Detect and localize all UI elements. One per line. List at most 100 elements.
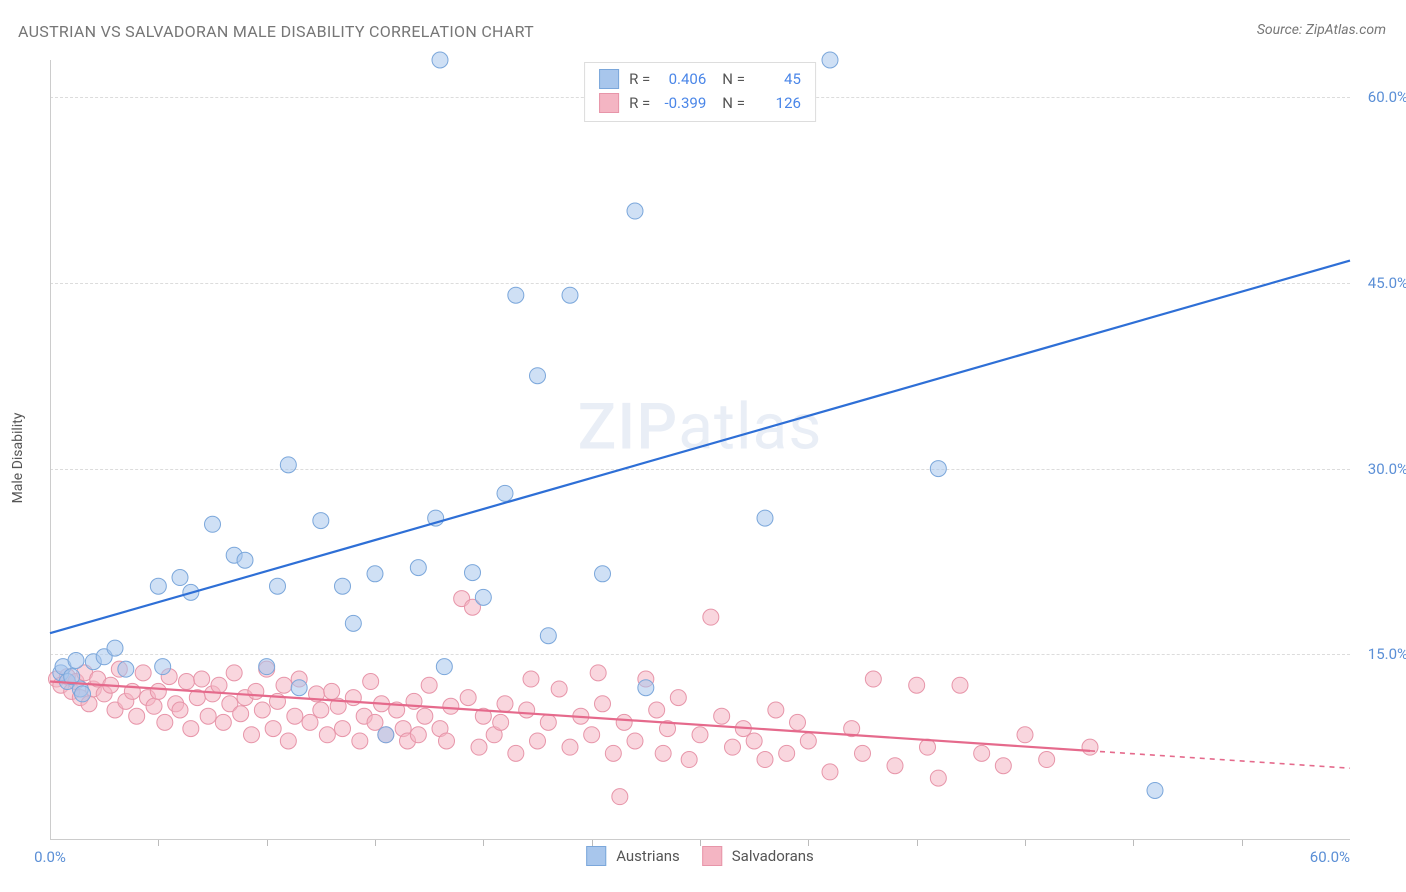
data-point: [974, 745, 990, 761]
legend-row-salvadorans: R = -0.399 N = 126: [599, 91, 801, 115]
x-tick-mark: [158, 840, 159, 846]
r-value-salvadorans: -0.399: [660, 94, 706, 112]
data-point: [530, 733, 546, 749]
legend-item-salvadorans: Salvadorans: [702, 846, 814, 866]
x-tick-mark: [483, 840, 484, 846]
data-point: [855, 745, 871, 761]
data-point: [649, 702, 665, 718]
data-point: [345, 615, 361, 631]
data-point: [237, 552, 253, 568]
scatter-plot: [50, 60, 1350, 840]
x-axis-max-label: 60.0%: [1310, 848, 1350, 866]
y-tick-label: 45.0%: [1368, 274, 1406, 292]
data-point: [276, 677, 292, 693]
data-point: [335, 721, 351, 737]
data-point: [493, 714, 509, 730]
data-point: [1082, 739, 1098, 755]
data-point: [179, 674, 195, 690]
data-point: [638, 680, 654, 696]
data-point: [757, 510, 773, 526]
data-point: [530, 368, 546, 384]
series-legend: Austrians Salvadorans: [586, 846, 814, 866]
y-tick-label: 15.0%: [1368, 645, 1406, 663]
x-tick-mark: [1242, 840, 1243, 846]
data-point: [68, 652, 84, 668]
data-point: [259, 659, 275, 675]
data-point: [497, 696, 513, 712]
data-point: [930, 770, 946, 786]
data-point: [920, 739, 936, 755]
data-point: [1147, 782, 1163, 798]
regression-line-extrapolated: [1090, 751, 1350, 768]
data-point: [822, 52, 838, 68]
data-point: [363, 674, 379, 690]
data-point: [930, 461, 946, 477]
data-point: [172, 702, 188, 718]
data-point: [800, 733, 816, 749]
data-point: [590, 665, 606, 681]
y-tick-label: 60.0%: [1368, 88, 1406, 106]
data-point: [627, 203, 643, 219]
x-tick-mark: [1025, 840, 1026, 846]
data-point: [335, 578, 351, 594]
chart-area: Male Disability 15.0%30.0%45.0%60.0% ZIP…: [50, 60, 1350, 840]
data-point: [439, 733, 455, 749]
data-point: [367, 714, 383, 730]
data-point: [757, 752, 773, 768]
y-axis-label: Male Disability: [10, 413, 26, 504]
data-point: [465, 565, 481, 581]
data-point: [460, 690, 476, 706]
y-tick-label: 30.0%: [1368, 460, 1406, 478]
data-point: [157, 714, 173, 730]
legend-row-austrians: R = 0.406 N = 45: [599, 67, 801, 91]
data-point: [280, 457, 296, 473]
n-value-austrians: 45: [755, 70, 801, 88]
legend-swatch-icon: [702, 846, 722, 866]
data-point: [265, 721, 281, 737]
data-point: [616, 714, 632, 730]
data-point: [248, 683, 264, 699]
data-point: [107, 640, 123, 656]
data-point: [155, 659, 171, 675]
data-point: [909, 677, 925, 693]
data-point: [865, 671, 881, 687]
data-point: [302, 714, 318, 730]
correlation-legend: R = 0.406 N = 45 R = -0.399 N = 126: [584, 62, 816, 122]
data-point: [432, 52, 448, 68]
r-value-austrians: 0.406: [660, 70, 706, 88]
data-point: [822, 764, 838, 780]
data-point: [280, 733, 296, 749]
data-point: [995, 758, 1011, 774]
data-point: [118, 661, 134, 677]
data-point: [205, 516, 221, 532]
data-point: [768, 702, 784, 718]
legend-item-austrians: Austrians: [586, 846, 680, 866]
data-point: [519, 702, 535, 718]
x-tick-mark: [375, 840, 376, 846]
data-point: [551, 681, 567, 697]
data-point: [410, 727, 426, 743]
data-point: [703, 609, 719, 625]
data-point: [605, 745, 621, 761]
data-point: [790, 714, 806, 730]
data-point: [244, 727, 260, 743]
data-point: [779, 745, 795, 761]
data-point: [129, 708, 145, 724]
x-axis-min-label: 0.0%: [34, 848, 66, 866]
data-point: [562, 739, 578, 755]
data-point: [746, 733, 762, 749]
data-point: [540, 714, 556, 730]
legend-swatch-austrians: [599, 69, 619, 89]
x-tick-mark: [267, 840, 268, 846]
data-point: [725, 739, 741, 755]
data-point: [1017, 727, 1033, 743]
data-point: [1039, 752, 1055, 768]
data-point: [75, 686, 91, 702]
data-point: [595, 566, 611, 582]
data-point: [508, 745, 524, 761]
n-value-salvadorans: 126: [755, 94, 801, 112]
data-point: [436, 659, 452, 675]
data-point: [523, 671, 539, 687]
data-point: [135, 665, 151, 681]
data-point: [352, 733, 368, 749]
